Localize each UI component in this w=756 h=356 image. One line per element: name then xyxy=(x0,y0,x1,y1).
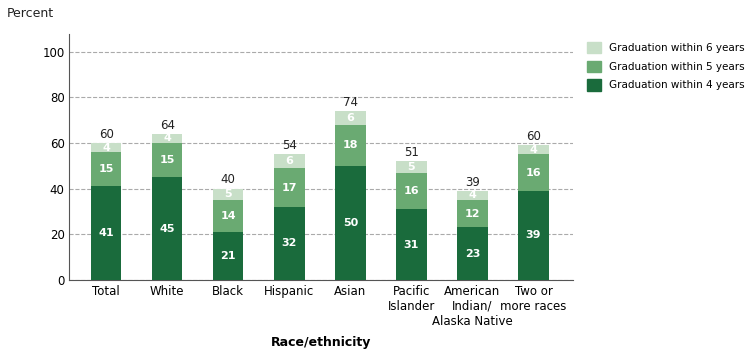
Bar xyxy=(274,207,305,280)
Text: 12: 12 xyxy=(465,209,480,219)
Bar xyxy=(91,143,122,152)
Text: 54: 54 xyxy=(282,139,296,152)
Bar xyxy=(396,161,426,173)
Text: 60: 60 xyxy=(98,128,113,141)
Text: 17: 17 xyxy=(281,183,297,193)
Text: 6: 6 xyxy=(285,156,293,166)
Text: 40: 40 xyxy=(221,173,236,187)
Text: 14: 14 xyxy=(221,211,236,221)
Bar xyxy=(91,152,122,187)
Text: Percent: Percent xyxy=(7,7,54,20)
Text: 16: 16 xyxy=(404,186,419,196)
Text: 18: 18 xyxy=(342,140,358,150)
Bar xyxy=(213,232,243,280)
Text: 4: 4 xyxy=(469,190,476,200)
Text: 4: 4 xyxy=(102,143,110,153)
Bar xyxy=(457,191,488,200)
Bar xyxy=(335,166,366,280)
Text: 5: 5 xyxy=(407,162,415,172)
Bar xyxy=(457,200,488,227)
Bar xyxy=(274,168,305,207)
Text: 15: 15 xyxy=(160,155,175,165)
Bar xyxy=(213,189,243,200)
Text: 60: 60 xyxy=(526,130,541,143)
Bar xyxy=(457,227,488,280)
Text: 45: 45 xyxy=(160,224,175,234)
Text: 64: 64 xyxy=(160,119,175,132)
Bar xyxy=(274,155,305,168)
Text: 31: 31 xyxy=(404,240,419,250)
Text: 15: 15 xyxy=(98,164,113,174)
X-axis label: Race/ethnicity: Race/ethnicity xyxy=(271,336,371,349)
Bar xyxy=(519,155,549,191)
Text: 6: 6 xyxy=(346,113,355,123)
Text: 21: 21 xyxy=(221,251,236,261)
Text: 39: 39 xyxy=(525,230,541,240)
Text: 5: 5 xyxy=(225,189,232,199)
Bar xyxy=(519,191,549,280)
Text: 16: 16 xyxy=(525,168,541,178)
Bar xyxy=(396,173,426,209)
Bar xyxy=(335,111,366,125)
Bar xyxy=(213,200,243,232)
Bar xyxy=(152,177,182,280)
Text: 74: 74 xyxy=(342,96,358,109)
Text: 23: 23 xyxy=(465,248,480,259)
Text: 41: 41 xyxy=(98,228,114,238)
Bar xyxy=(396,209,426,280)
Text: 39: 39 xyxy=(465,176,480,189)
Text: 50: 50 xyxy=(342,218,358,228)
Bar xyxy=(152,143,182,177)
Text: 4: 4 xyxy=(163,134,171,143)
Legend: Graduation within 6 years, Graduation within 5 years, Graduation within 4 years: Graduation within 6 years, Graduation wi… xyxy=(584,39,748,94)
Text: 32: 32 xyxy=(281,239,297,248)
Bar xyxy=(91,187,122,280)
Bar xyxy=(335,125,366,166)
Text: 51: 51 xyxy=(404,146,419,159)
Bar xyxy=(519,145,549,155)
Text: 4: 4 xyxy=(529,145,538,155)
Bar xyxy=(152,134,182,143)
